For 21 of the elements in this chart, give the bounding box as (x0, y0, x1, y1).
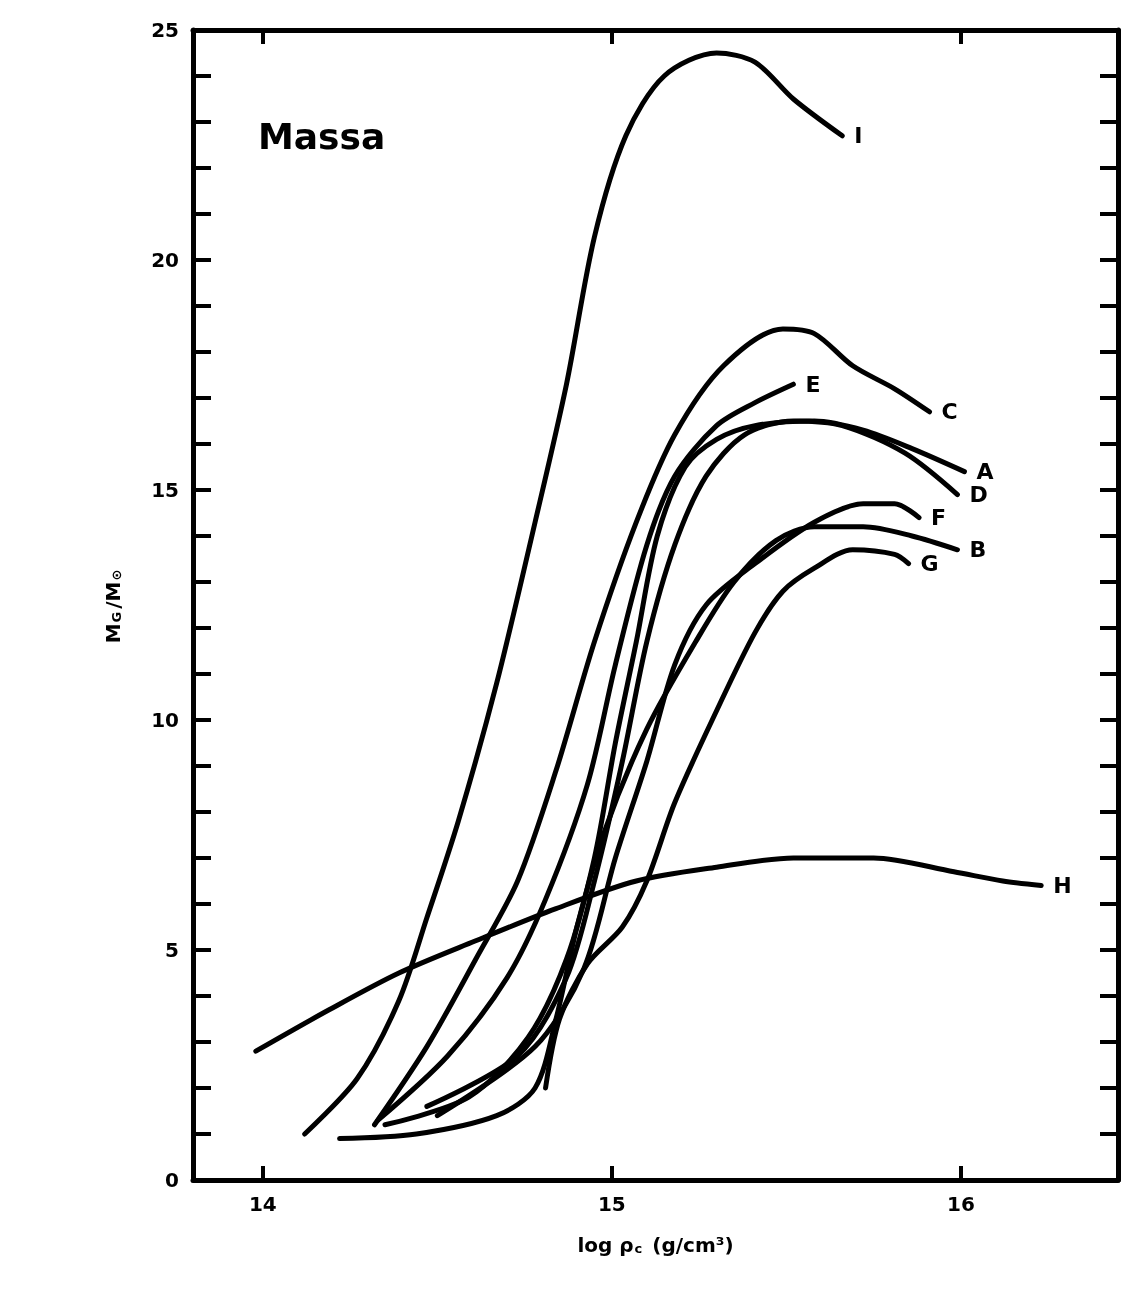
series-label: D (969, 482, 988, 508)
y-tick-label: 10 (151, 708, 179, 732)
annotation: Massa (258, 115, 386, 157)
x-tick-label: 16 (947, 1192, 975, 1216)
y-tick-label: 0 (165, 1168, 179, 1192)
series-label: G (920, 551, 939, 577)
series-label: H (1053, 873, 1072, 899)
y-tick-label: 15 (151, 478, 179, 502)
series-label: C (941, 399, 958, 425)
y-tick-label: 20 (151, 248, 179, 272)
series-label: B (969, 537, 987, 563)
x-axis-title: log ρc (g/cm³) (577, 1233, 734, 1257)
series-label: E (805, 371, 821, 397)
x-tick-label: 14 (248, 1192, 277, 1216)
y-axis-title: MG/M⊙ (101, 569, 125, 644)
x-tick-label: 15 (597, 1192, 626, 1216)
y-tick-label: 5 (165, 938, 179, 962)
series-label: A (976, 459, 994, 485)
y-tick-label: 25 (151, 18, 179, 42)
series-label: F (931, 505, 947, 531)
series-label: I (854, 123, 863, 149)
